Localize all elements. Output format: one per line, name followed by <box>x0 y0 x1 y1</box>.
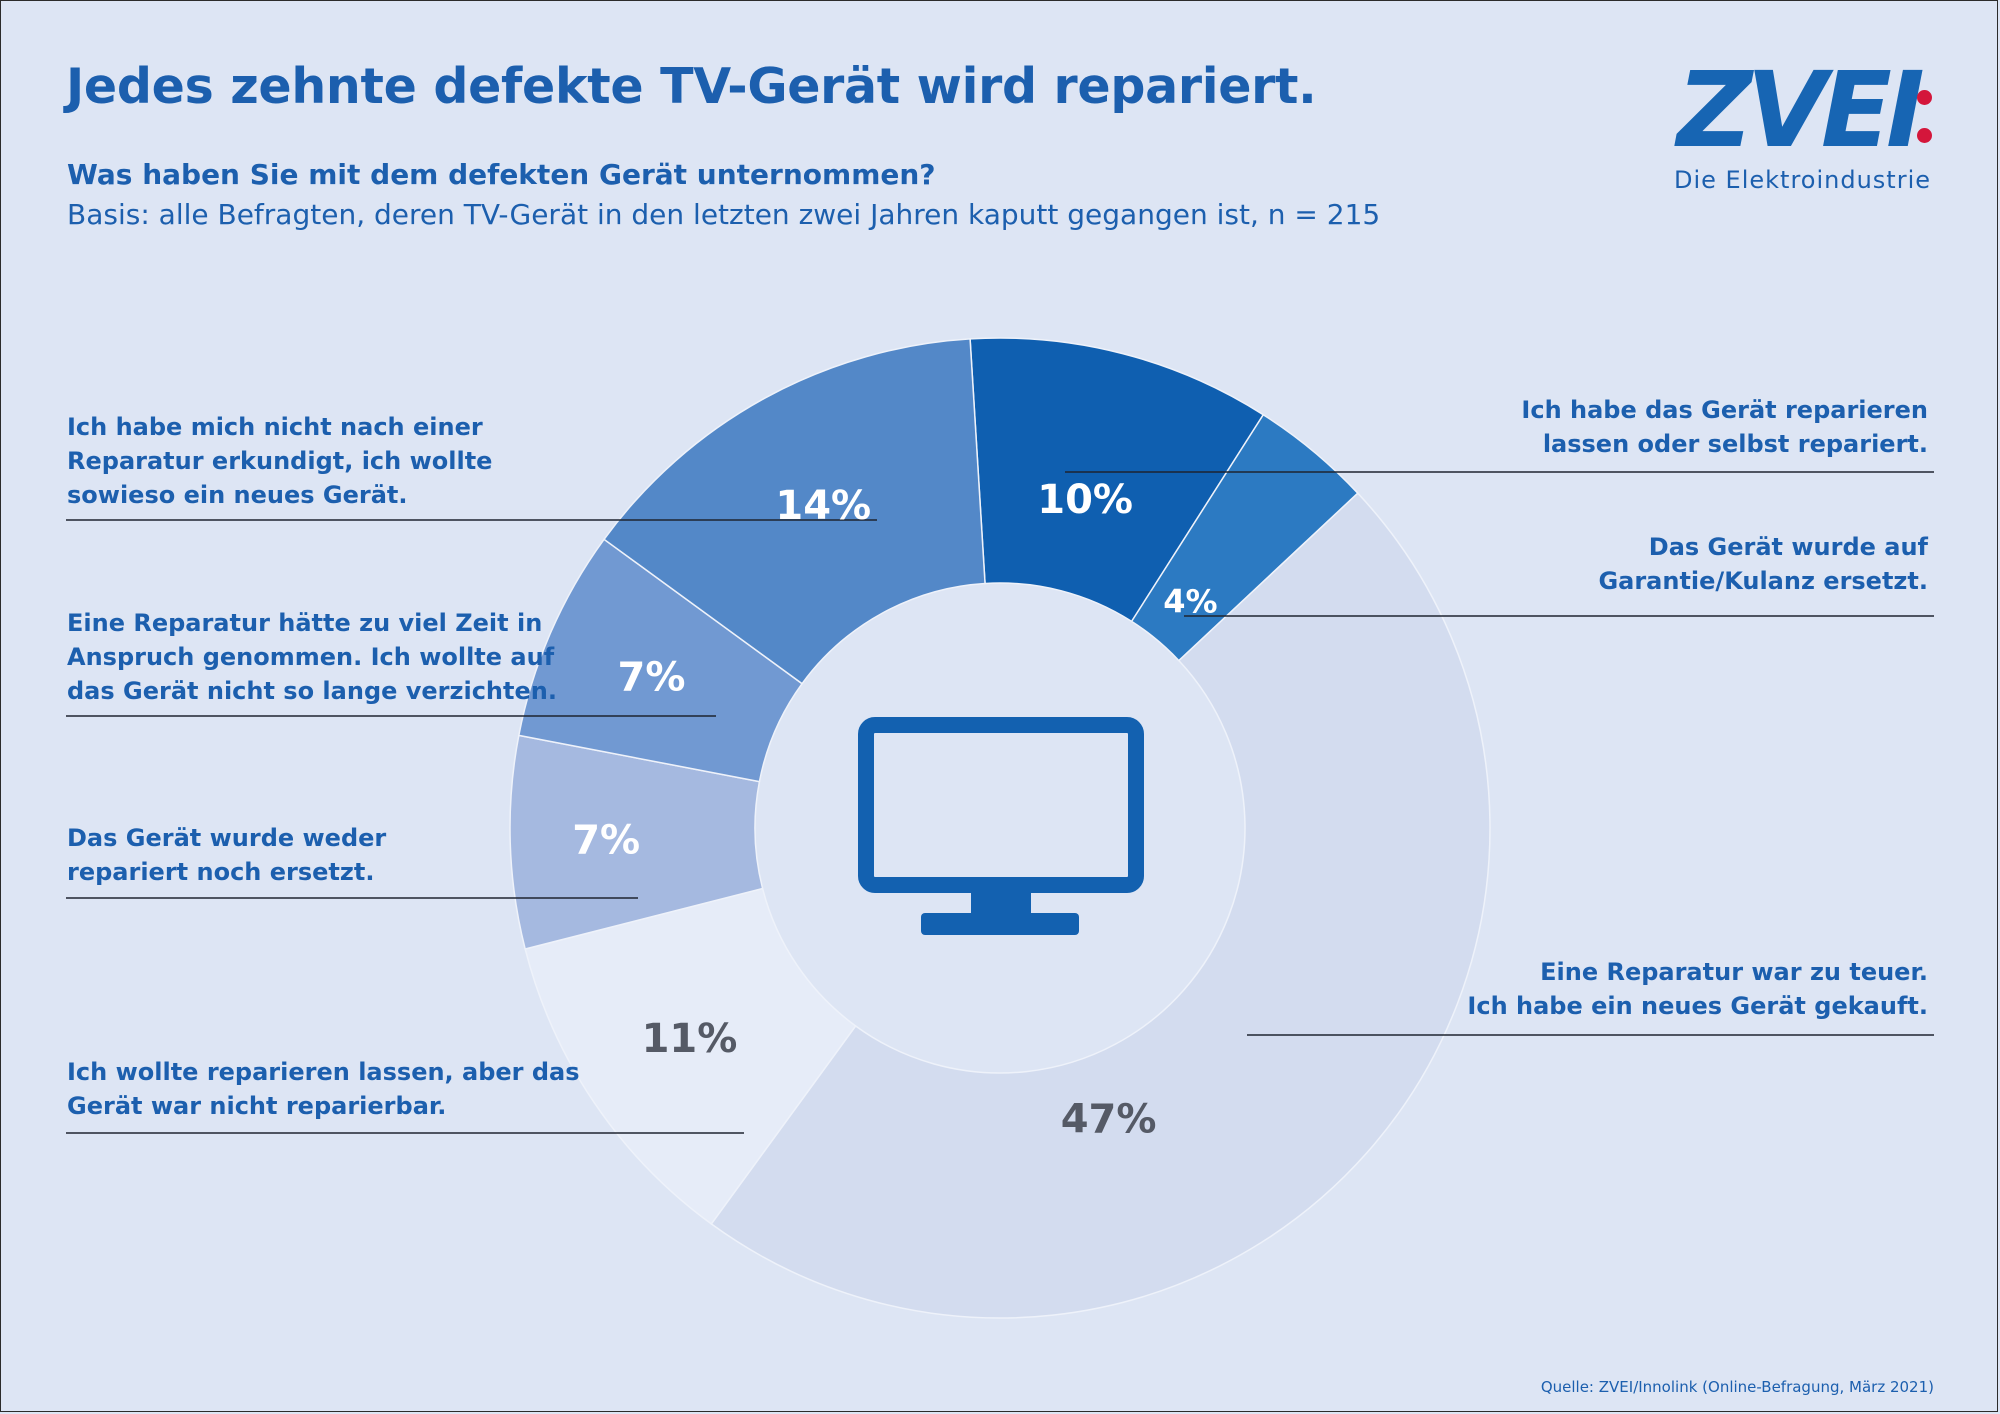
category-label-garantie: Das Gerät wurde auf Garantie/Kulanz erset… <box>1598 530 1928 598</box>
logo-colon <box>1913 90 1935 146</box>
category-label-line: repariert noch ersetzt. <box>67 858 375 886</box>
source-note: Quelle: ZVEI/Innolink (Online-Befragung,… <box>1540 1378 1934 1396</box>
slice-nicht-erkundigt <box>603 338 986 685</box>
category-label-line: Eine Reparatur war zu teuer. <box>1540 958 1928 986</box>
slice-nicht-reparierbar <box>524 887 857 1225</box>
logo-tagline: Die Elektroindustrie <box>1674 166 1932 194</box>
category-label-nicht-reparierbar: Ich wollte reparieren lassen, aber das Ge… <box>67 1055 580 1123</box>
category-label-line: Reparatur erkundigt, ich wollte <box>67 447 493 475</box>
category-label-zu-viel-zeit: Eine Reparatur hätte zu viel Zeit in Ansp… <box>67 606 557 708</box>
survey-question: Was haben Sie mit dem defekten Gerät unt… <box>67 158 936 191</box>
value-label-nicht-reparierbar: 11% <box>642 1016 738 1062</box>
category-label-weder-noch: Das Gerät wurde weder repariert noch erse… <box>67 821 386 889</box>
category-label-line: Garantie/Kulanz ersetzt. <box>1598 567 1928 595</box>
category-label-line: Ich wollte reparieren lassen, aber das <box>67 1058 580 1086</box>
slice-zu-teuer <box>710 492 1491 1319</box>
value-label-repariert: 10% <box>1037 477 1133 523</box>
category-label-line: Ich habe ein neues Gerät gekauft. <box>1467 992 1928 1020</box>
category-label-line: Eine Reparatur hätte zu viel Zeit in <box>67 609 543 637</box>
value-label-garantie: 4% <box>1163 583 1217 621</box>
survey-basis: Basis: alle Befragten, deren TV-Gerät in… <box>67 198 1381 231</box>
value-label-zu-teuer: 47% <box>1061 1096 1157 1142</box>
tv-icon <box>858 717 1144 935</box>
page-title: Jedes zehnte defekte TV-Gerät wird repar… <box>66 58 1317 115</box>
category-label-line: das Gerät nicht so lange verzichten. <box>67 677 557 705</box>
category-label-line: Das Gerät wurde weder <box>67 824 387 852</box>
logo-mark: ZVEI <box>1677 49 1925 171</box>
category-label-repariert: Ich habe das Gerät reparieren lassen oder… <box>1521 393 1928 461</box>
category-label-line: Gerät war nicht reparierbar. <box>67 1092 447 1120</box>
category-label-line: Das Gerät wurde auf <box>1648 533 1928 561</box>
category-label-line: Anspruch genommen. Ich wollte auf <box>67 643 555 671</box>
category-label-nicht-erkundigt: Ich habe mich nicht nach einer Reparatur … <box>67 410 492 512</box>
category-label-line: Ich habe mich nicht nach einer <box>67 413 483 441</box>
value-label-zu-viel-zeit: 7% <box>618 654 686 700</box>
value-label-nicht-erkundigt: 14% <box>775 483 871 529</box>
category-label-zu-teuer: Eine Reparatur war zu teuer. Ich habe ein… <box>1467 955 1928 1023</box>
value-label-weder-noch: 7% <box>572 818 640 864</box>
slice-repariert <box>969 337 1265 623</box>
category-label-line: sowieso ein neues Gerät. <box>67 481 408 509</box>
category-label-line: Ich habe das Gerät reparieren <box>1521 396 1928 424</box>
category-label-line: lassen oder selbst repariert. <box>1542 430 1928 458</box>
